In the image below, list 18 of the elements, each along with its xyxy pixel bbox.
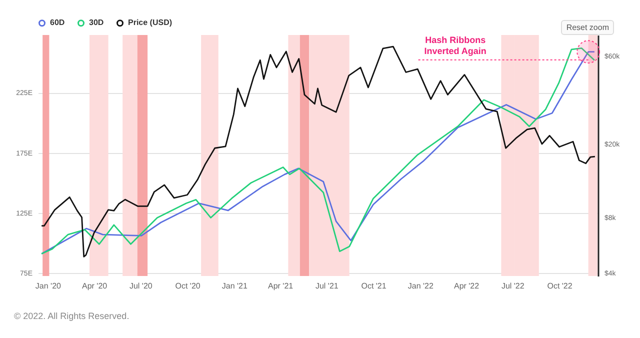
x-tick-label: Oct '22 [547,282,573,290]
x-tick-label: Apr '21 [268,282,294,290]
legend-label: Price (USD) [128,18,172,28]
legend-label: 30D [89,18,104,28]
x-tick-label: Apr '22 [454,282,480,290]
x-tick-label: Jul '20 [129,282,153,290]
x-tick-label: Jan '20 [35,282,62,290]
x-tick-label: Jan '22 [408,282,434,290]
legend-label: 60D [50,18,65,28]
x-tick-label: Apr '20 [82,282,108,290]
x-tick-label: Oct '21 [361,282,387,290]
x-tick-label: Oct '20 [175,282,201,290]
annotation: Hash Ribbons Inverted Again [424,34,486,56]
x-tick-label: Jan '21 [222,282,248,290]
x-tick-label: Jul '21 [315,282,339,290]
x-tick-label: Jul '22 [501,282,525,290]
text: © 2022. All Rights Reserved. [14,311,130,321]
reset-zoom-button: Reset zoom [561,20,614,35]
